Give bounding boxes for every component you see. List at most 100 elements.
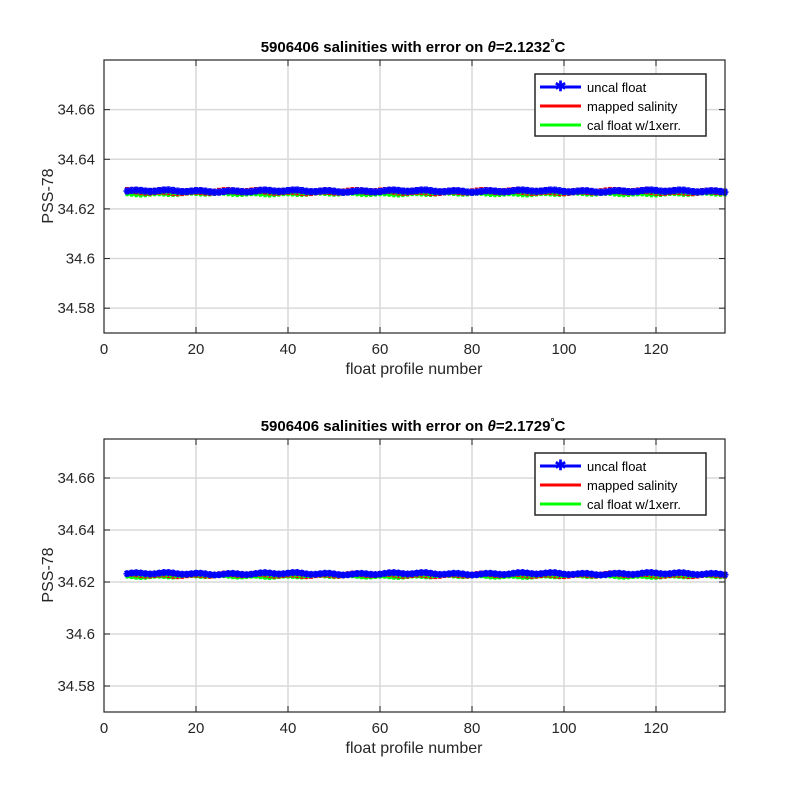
data-point xyxy=(344,571,352,579)
data-point xyxy=(215,571,223,579)
data-point xyxy=(381,187,389,195)
data-point xyxy=(436,188,444,196)
data-point xyxy=(597,188,605,196)
x-tick-label: 80 xyxy=(464,341,481,358)
data-point xyxy=(592,188,600,196)
data-point xyxy=(206,188,214,196)
data-point xyxy=(454,187,462,195)
data-point xyxy=(344,188,352,196)
data-point xyxy=(606,187,614,195)
data-point xyxy=(578,187,586,195)
chart-bottom: 5906406 salinities with error on θ=2.172… xyxy=(40,417,729,757)
data-point xyxy=(684,569,692,577)
data-point xyxy=(385,569,393,577)
data-point xyxy=(238,188,246,196)
data-point xyxy=(376,188,384,196)
data-point xyxy=(362,570,370,578)
data-point xyxy=(693,188,701,196)
data-point xyxy=(261,569,269,577)
data-point xyxy=(611,187,619,195)
data-point xyxy=(404,570,412,578)
data-point xyxy=(367,570,375,578)
x-tick-label: 80 xyxy=(464,720,481,737)
data-point xyxy=(592,571,600,579)
data-point xyxy=(220,570,228,578)
data-point xyxy=(486,569,494,577)
y-tick-label: 34.64 xyxy=(57,151,95,168)
data-point xyxy=(404,187,412,195)
x-tick-label: 20 xyxy=(188,720,205,737)
data-point xyxy=(160,569,168,577)
data-point xyxy=(243,571,251,579)
data-point xyxy=(330,570,338,578)
data-point xyxy=(519,186,527,194)
data-point xyxy=(155,569,163,577)
data-point xyxy=(473,188,481,196)
data-point xyxy=(716,187,724,195)
data-point xyxy=(137,569,145,577)
data-point xyxy=(611,569,619,577)
data-point xyxy=(169,186,177,194)
data-point xyxy=(647,186,655,194)
data-point xyxy=(546,569,554,577)
data-point xyxy=(178,188,186,196)
x-tick-label: 40 xyxy=(280,341,297,358)
y-axis-label: PSS-78 xyxy=(40,168,57,223)
data-point xyxy=(132,186,140,194)
x-tick-label: 0 xyxy=(100,341,108,358)
data-point xyxy=(394,569,402,577)
data-point xyxy=(335,571,343,579)
y-tick-label: 34.6 xyxy=(66,626,95,643)
data-point xyxy=(155,187,163,195)
data-point xyxy=(486,187,494,195)
data-point xyxy=(615,569,623,577)
data-point xyxy=(339,188,347,196)
data-point xyxy=(316,570,324,578)
data-point xyxy=(606,570,614,578)
chart-top: 5906406 salinities with error on θ=2.123… xyxy=(40,38,729,378)
data-point xyxy=(661,570,669,578)
data-point xyxy=(132,569,140,577)
data-point xyxy=(164,186,172,194)
y-tick-label: 34.58 xyxy=(57,678,95,695)
data-point xyxy=(201,570,209,578)
data-point xyxy=(537,187,545,195)
data-point xyxy=(463,571,471,579)
legend: ✱ uncal float mapped salinity cal float … xyxy=(534,452,707,516)
data-point xyxy=(293,186,301,194)
data-point xyxy=(247,188,255,196)
data-point xyxy=(707,187,715,195)
data-point xyxy=(523,569,531,577)
data-point xyxy=(266,569,274,577)
x-tick-label: 100 xyxy=(551,720,576,737)
data-point xyxy=(408,187,416,195)
data-point xyxy=(275,570,283,578)
data-point xyxy=(698,188,706,196)
data-point xyxy=(279,570,287,578)
data-point xyxy=(454,569,462,577)
data-point xyxy=(427,187,435,195)
data-point xyxy=(339,571,347,579)
data-point xyxy=(491,570,499,578)
data-point xyxy=(638,187,646,195)
data-point xyxy=(289,186,297,194)
data-point xyxy=(620,187,628,195)
data-point xyxy=(128,186,136,194)
data-point xyxy=(174,187,182,195)
data-point xyxy=(206,570,214,578)
data-point xyxy=(473,571,481,579)
data-point xyxy=(597,571,605,579)
data-point xyxy=(601,571,609,579)
data-point xyxy=(675,569,683,577)
data-point xyxy=(137,186,145,194)
data-point xyxy=(716,570,724,578)
y-tick-label: 34.58 xyxy=(57,300,95,317)
data-point xyxy=(482,187,490,195)
data-point xyxy=(141,187,149,195)
data-point xyxy=(422,569,430,577)
data-point xyxy=(505,570,513,578)
x-tick-label: 60 xyxy=(372,341,389,358)
data-point xyxy=(413,186,421,194)
data-point xyxy=(146,570,154,578)
data-point xyxy=(151,187,159,195)
